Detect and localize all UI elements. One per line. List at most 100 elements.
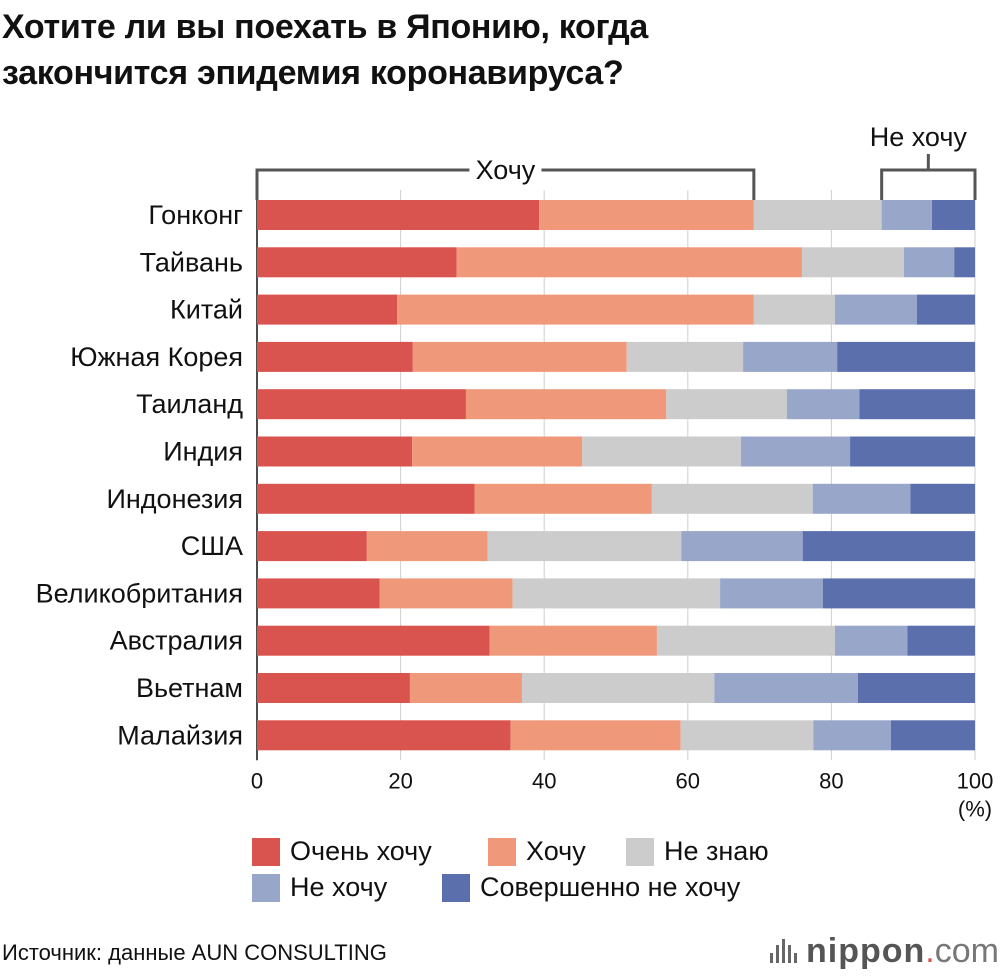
x-axis-ticks: 0 20 40 60 80 100 (%) xyxy=(251,768,993,821)
category-label: США xyxy=(181,531,243,561)
bar-segment xyxy=(257,673,410,703)
bar-segment xyxy=(474,483,652,514)
brand-name: nippon xyxy=(806,932,926,970)
bar-segment xyxy=(512,578,721,609)
legend-label-very-want: Очень хочу xyxy=(290,836,432,866)
legend-row-2: Не хочу Совершенно не хочу xyxy=(252,872,952,908)
chart-title: Хотите ли вы поехать в Японию, когда зак… xyxy=(2,4,992,96)
bar-segment xyxy=(257,531,367,562)
bar-segment xyxy=(257,625,490,656)
legend-swatch-not-at-all xyxy=(442,873,470,902)
legend-swatch-dont-know xyxy=(626,837,654,866)
bar-segment xyxy=(954,247,975,278)
bar-segment xyxy=(412,341,627,372)
category-label: Гонконг xyxy=(148,200,243,230)
bar-segment xyxy=(813,720,891,751)
group-brackets: Хочу Не хочу xyxy=(255,122,977,200)
bars xyxy=(257,200,975,751)
bar-segment xyxy=(257,294,398,325)
bar-segment xyxy=(720,578,823,609)
legend-swatch-want xyxy=(488,837,516,866)
bar-segment xyxy=(489,625,657,656)
bar-segment xyxy=(366,531,488,562)
bar-segment xyxy=(666,389,787,420)
bar-segment xyxy=(257,578,380,609)
brand-dot: . xyxy=(925,932,935,970)
bar-segment xyxy=(850,436,975,467)
bar-segment xyxy=(656,625,835,656)
bracket-want-label: Хочу xyxy=(476,155,536,185)
legend-item-very-want: Очень хочу xyxy=(252,836,432,867)
legend-swatch-very-want xyxy=(252,837,280,866)
nippon-bars-icon xyxy=(768,937,798,967)
bar-segment xyxy=(857,673,975,703)
bar-segment xyxy=(257,720,511,751)
legend-swatch-dont-want xyxy=(252,873,280,902)
category-labels: Гонконг Тайвань Китай Южная Корея Таиланд Инд… xyxy=(36,200,244,750)
bar-segment xyxy=(539,200,754,230)
category-label: Таиланд xyxy=(136,389,243,419)
bar-segment xyxy=(931,200,975,230)
bar-segment xyxy=(859,389,975,420)
bar-segment xyxy=(881,200,932,230)
bar-segment xyxy=(910,483,975,514)
bar-segment xyxy=(834,294,917,325)
bar-segment xyxy=(465,389,667,420)
nippon-logo: nippon. com xyxy=(768,932,999,971)
category-label: Китай xyxy=(170,295,243,325)
category-label: Вьетнам xyxy=(136,673,243,703)
bar-segment xyxy=(409,673,522,703)
bar-segment xyxy=(680,720,814,751)
bar-segment xyxy=(681,531,803,562)
bar-segment xyxy=(753,294,835,325)
bar-segment xyxy=(801,247,904,278)
legend-label-not-at-all: Совершенно не хочу xyxy=(480,872,741,902)
brand-tld: com xyxy=(934,932,999,970)
legend-item-not-at-all: Совершенно не хочу xyxy=(442,872,740,903)
x-unit-label: (%) xyxy=(958,796,992,821)
bar-segment xyxy=(651,483,813,514)
category-label: Малайзия xyxy=(117,720,243,750)
bar-segment xyxy=(257,436,413,467)
category-label: Южная Корея xyxy=(70,342,243,372)
bar-segment xyxy=(257,200,540,230)
bar-segment xyxy=(257,483,475,514)
bar-segment xyxy=(379,578,513,609)
stacked-bar-chart: Гонконг Тайвань Китай Южная Корея Таиланд Инд… xyxy=(36,122,994,821)
chart-title-line-2: закончится эпидемия коронавируса? xyxy=(2,54,624,92)
category-label: Индонезия xyxy=(106,484,243,514)
legend-item-dont-want: Не хочу xyxy=(252,872,387,903)
gridlines xyxy=(256,190,976,761)
bar-segment xyxy=(753,200,882,230)
bar-segment xyxy=(397,294,754,325)
bar-segment xyxy=(802,531,975,562)
x-tick-label: 100 xyxy=(957,768,994,793)
bar-segment xyxy=(257,389,466,420)
category-label: Тайвань xyxy=(140,247,243,277)
bar-segment xyxy=(903,247,955,278)
bar-segment xyxy=(916,294,975,325)
bar-segment xyxy=(834,625,908,656)
x-tick-label: 20 xyxy=(388,768,412,793)
bar-segment xyxy=(412,436,583,467)
legend-item-dont-know: Не знаю xyxy=(626,836,769,867)
bar-segment xyxy=(822,578,975,609)
bar-segment xyxy=(890,720,975,751)
bar-segment xyxy=(812,483,911,514)
bracket-dont-want: Не хочу xyxy=(870,122,977,200)
x-tick-label: 0 xyxy=(251,768,263,793)
bar-segment xyxy=(257,341,413,372)
x-tick-label: 80 xyxy=(819,768,843,793)
chart-title-line-1: Хотите ли вы поехать в Японию, когда xyxy=(2,8,648,46)
legend-label-dont-know: Не знаю xyxy=(664,836,769,866)
bar-segment xyxy=(786,389,860,420)
legend-label-dont-want: Не хочу xyxy=(290,872,388,902)
bar-segment xyxy=(521,673,715,703)
legend-row-1: Очень хочу Хочу Не знаю xyxy=(252,836,952,872)
legend: Очень хочу Хочу Не знаю Не хочу Совершен… xyxy=(252,836,952,908)
bar-segment xyxy=(837,341,975,372)
bar-segment xyxy=(456,247,802,278)
category-label: Индия xyxy=(163,437,243,467)
legend-label-want: Хочу xyxy=(526,836,586,866)
x-tick-label: 60 xyxy=(676,768,700,793)
